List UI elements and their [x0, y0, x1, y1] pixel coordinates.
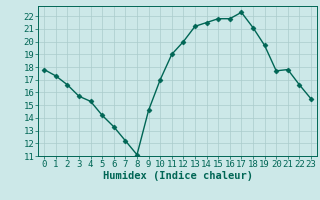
X-axis label: Humidex (Indice chaleur): Humidex (Indice chaleur): [103, 171, 252, 181]
